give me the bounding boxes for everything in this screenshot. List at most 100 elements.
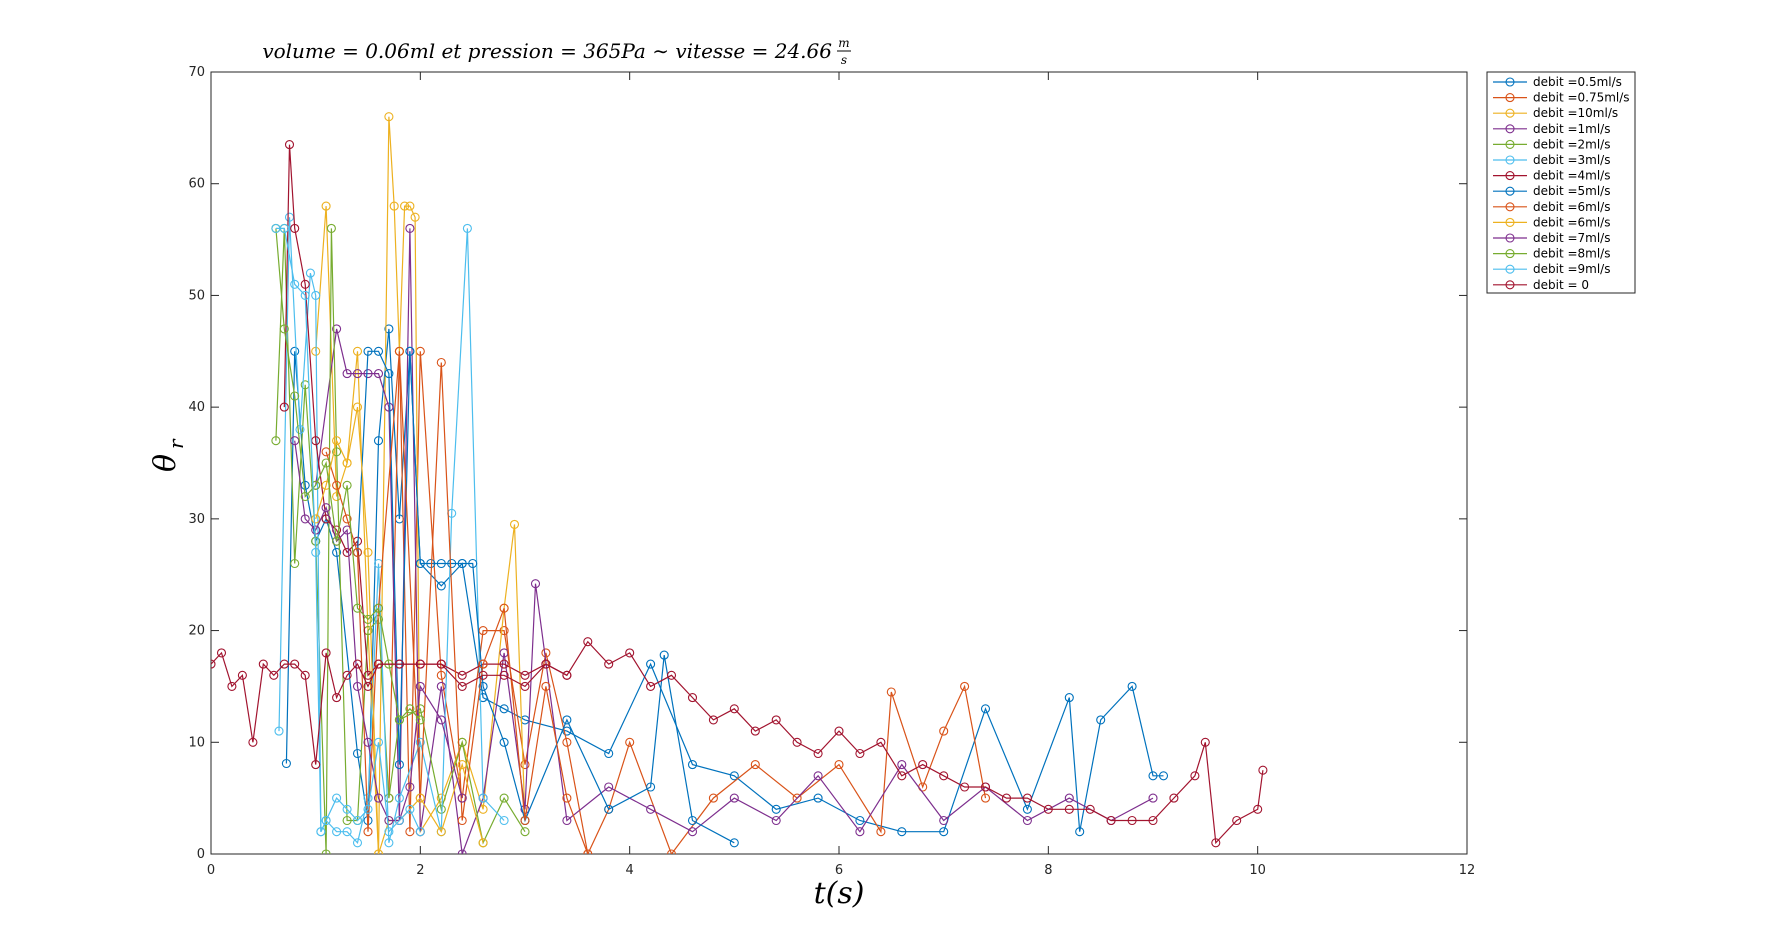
data-point [363,547,373,557]
data-point [352,815,363,826]
legend-swatch-marker [1505,77,1515,87]
data-point [834,726,844,736]
data-point [666,670,677,680]
data-point [771,715,781,725]
series-layer [211,112,1268,854]
legend-label: debit =10ml/s [1533,106,1618,120]
y-tick-label: 70 [188,65,205,80]
data-point [436,558,446,569]
data-point [447,558,457,569]
data-point [1148,815,1158,826]
legend-swatch-marker [1505,139,1515,149]
data-point [300,279,310,289]
data-point [321,458,331,468]
data-point [384,838,394,848]
data-point [300,514,310,524]
data-point [373,603,384,613]
data-point [499,815,509,826]
series-0 [281,324,1169,837]
y-axis-label-sub: r [164,438,188,449]
data-point [290,279,300,289]
data-point [311,514,321,524]
data-point [1064,793,1074,803]
data-point [384,324,394,334]
data-point [771,804,781,814]
data-point [541,681,551,691]
data-point [1232,815,1242,826]
data-point [939,726,949,736]
series-13 [211,637,1268,848]
x-tick-label: 12 [1459,863,1476,878]
data-point [352,402,363,412]
data-point [939,815,949,826]
data-point [468,558,478,569]
data-point [478,793,488,803]
title-fraction-denominator: s [841,53,847,67]
data-point [321,815,331,826]
legend-item: debit =10ml/s [1493,106,1618,120]
x-tick-label: 2 [416,863,424,878]
legend-item: debit =1ml/s [1493,122,1610,136]
data-point [520,804,530,814]
data-point [659,650,669,660]
data-point [384,402,394,412]
x-tick-label: 0 [207,863,215,878]
legend-item: debit =6ml/s [1493,215,1610,229]
data-point [646,681,656,691]
legend-swatch-marker [1505,264,1515,274]
data-point [729,793,739,803]
data-point [384,369,394,379]
data-point [583,637,593,647]
data-point [960,782,970,792]
y-tick-label: 10 [188,735,205,750]
data-point [499,659,509,669]
title-fraction-numerator: m [838,36,849,50]
legend-item: debit =0.5ml/s [1493,75,1622,89]
data-point [384,827,394,837]
data-point [562,793,572,803]
data-point [373,346,384,356]
data-point [300,491,310,502]
data-point [373,659,384,669]
legend-item: debit =6ml/s [1493,200,1610,214]
data-point [457,558,467,569]
data-point [405,346,415,356]
data-point [332,480,342,490]
data-point [394,715,404,725]
data-point [352,659,363,669]
y-tick-label: 40 [188,400,205,415]
data-point [384,112,394,122]
y-tick-label: 60 [188,177,205,192]
data-point [394,793,404,803]
data-point [342,827,352,837]
data-point [897,760,907,770]
legend-swatch-marker [1505,280,1515,290]
legend-item: debit =8ml/s [1493,247,1610,261]
data-point [457,849,467,854]
data-point [457,793,467,803]
data-point [980,782,991,792]
data-point [284,140,295,150]
data-point [499,603,509,613]
data-point [352,603,363,613]
data-point [332,436,342,446]
legend-item: debit =5ml/s [1493,184,1610,198]
data-point [363,737,373,747]
data-point [646,659,656,669]
title-main: volume = 0.06ml et pression = 365Pa ∼ vi… [262,39,832,63]
series-line [325,351,589,854]
data-point [279,324,289,334]
data-point [1075,827,1085,837]
legend-item: debit =2ml/s [1493,137,1610,151]
series-line [275,227,421,834]
data-point [394,346,404,356]
data-point [562,670,572,680]
data-point [311,760,321,770]
data-point [520,760,530,770]
data-point [290,223,300,233]
data-point [415,737,425,747]
x-tick-label: 8 [1044,863,1052,878]
data-point [410,212,420,222]
data-point [227,681,237,691]
